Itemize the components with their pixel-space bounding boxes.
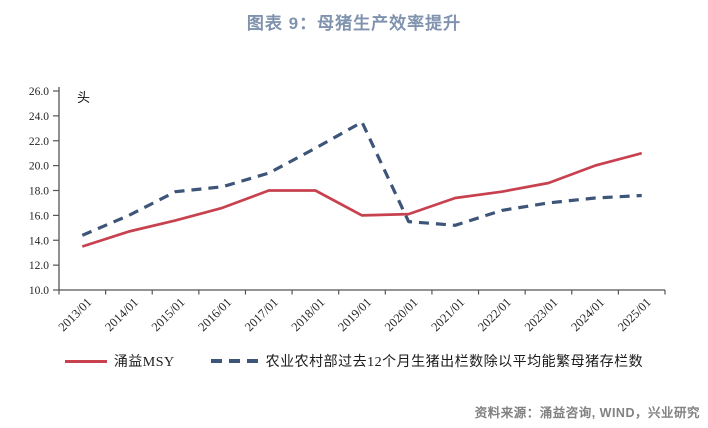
x-tick-label: 2025/01 [615, 295, 654, 334]
x-tick-label: 2018/01 [289, 295, 328, 334]
x-tick-label: 2023/01 [522, 295, 561, 334]
source-note: 资料来源：涌益咨询, WIND，兴业研究 [474, 406, 700, 420]
y-tick-label: 14.0 [29, 235, 49, 247]
legend-item-moa-ratio: 农业农村部过去12个月生猪出栏数除以平均能繁母猪存栏数 [210, 351, 644, 371]
y-tick-label: 10.0 [29, 285, 49, 297]
legend-label-yongyi-msy: 涌益MSY [113, 355, 175, 370]
series-line-0 [81, 151, 643, 248]
x-tick-label: 2021/01 [428, 295, 467, 334]
y-tick-label: 16.0 [29, 210, 49, 222]
y-tick-label: 24.0 [29, 111, 49, 123]
series-line-1 [81, 120, 642, 237]
x-tick-label: 2020/01 [382, 295, 421, 334]
x-tick-label: 2016/01 [195, 295, 234, 334]
x-tick-label: 2013/01 [56, 295, 95, 334]
legend-item-yongyi-msy: 涌益MSY [64, 351, 175, 371]
legend: 涌益MSY 农业农村部过去12个月生猪出栏数除以平均能繁母猪存栏数 [0, 351, 708, 371]
red-solid-line-swatch [64, 359, 107, 363]
x-tick-label: 2019/01 [335, 295, 374, 334]
x-tick-label: 2022/01 [475, 295, 514, 334]
y-tick-label: 18.0 [29, 186, 49, 198]
y-tick-label: 12.0 [29, 260, 49, 272]
chart-title: 图表 9：母猪生产效率提升 [246, 14, 462, 33]
legend-label-moa-ratio: 农业农村部过去12个月生猪出栏数除以平均能繁母猪存栏数 [265, 355, 644, 370]
x-tick-label: 2015/01 [149, 295, 188, 334]
y-tick-label: 20.0 [29, 161, 49, 173]
x-tick-label: 2014/01 [102, 295, 141, 334]
y-tick-label: 22.0 [29, 136, 49, 148]
x-tick-label: 2024/01 [568, 295, 607, 334]
y-tick-label: 26.0 [29, 86, 49, 98]
navy-dashed-line-swatch [210, 359, 259, 363]
y-axis-unit-label: 头 [77, 90, 90, 105]
x-tick-label: 2017/01 [242, 295, 281, 334]
